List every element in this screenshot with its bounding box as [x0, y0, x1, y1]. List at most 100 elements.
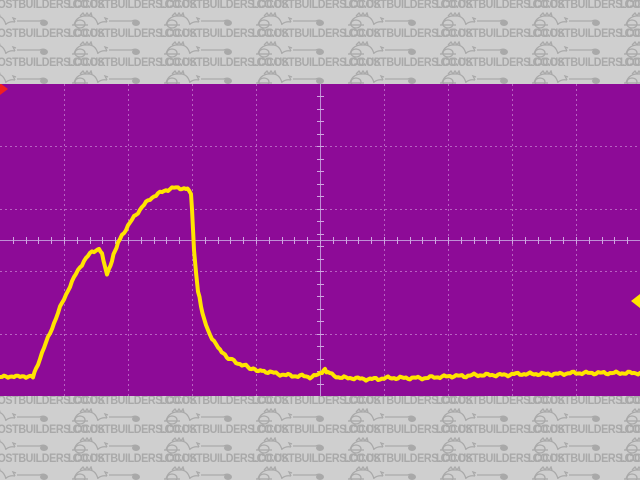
- watermark-tile: LOCOSTBUILDERS.CO.UK: [342, 0, 474, 29]
- watermark-tile: LOCOSTBUILDERS.CO.UK: [434, 396, 566, 425]
- watermark-text: LOCOSTBUILDERS.CO.UK: [252, 396, 382, 407]
- watermark-tile: LOCOSTBUILDERS.CO.UK: [342, 396, 474, 425]
- watermark-tile: LOCOSTBUILDERS.CO.UK: [434, 57, 566, 84]
- axis-tick-y: [317, 358, 324, 360]
- axis-tick-x: [204, 237, 206, 244]
- locost-car-icon: [348, 408, 416, 425]
- axis-tick-y: [317, 146, 324, 148]
- watermark-row: LOCOSTBUILDERS.CO.UKLOCOSTBUILDERS.CO.UK…: [0, 0, 640, 29]
- axis-tick-x: [550, 237, 552, 244]
- axis-tick-x: [281, 237, 283, 244]
- trigger-level-marker[interactable]: [631, 294, 640, 308]
- locost-car-icon: [0, 71, 48, 84]
- watermark-text: LOCOSTBUILDERS.CO.UK: [252, 424, 382, 436]
- axis-tick-y: [317, 208, 324, 210]
- axis-tick-y: [317, 246, 324, 248]
- watermark-row: LOCOSTBUILDERS.CO.UKLOCOSTBUILDERS.CO.UK…: [0, 28, 640, 58]
- axis-tick-y: [317, 271, 324, 273]
- watermark-tile: LOCOSTBUILDERS.CO.UK: [0, 396, 106, 425]
- axis-tick-y: [317, 133, 324, 135]
- watermark-text: LOCOSTBUILDERS.CO.UK: [436, 424, 566, 436]
- axis-tick-x: [358, 237, 360, 244]
- watermark-tile: LOCOSTBUILDERS.CO.UK: [526, 453, 640, 480]
- axis-tick-x: [153, 237, 155, 244]
- watermark-text: LOCOSTBUILDERS.CO.UK: [528, 424, 640, 436]
- locost-car-icon: [256, 437, 324, 454]
- locost-car-icon: [624, 408, 640, 425]
- locost-car-icon: [440, 70, 508, 84]
- watermark-tile: LOCOSTBUILDERS.CO.UK: [618, 453, 640, 480]
- waveform-trace: [0, 185, 640, 383]
- watermark-tile: LOCOSTBUILDERS.CO.UK: [526, 57, 640, 84]
- axis-tick-x: [486, 237, 488, 244]
- axis-tick-x: [64, 237, 65, 244]
- watermark-text: LOCOSTBUILDERS.CO.UK: [436, 453, 566, 465]
- locost-car-icon: [164, 466, 232, 480]
- locost-car-icon: [256, 408, 324, 425]
- axis-tick-x: [499, 237, 501, 244]
- watermark-tile: LOCOSTBUILDERS.CO.UK: [250, 0, 382, 29]
- axis-tick-x: [460, 237, 462, 244]
- watermark-text: LOCOSTBUILDERS.CO.UK: [68, 396, 198, 407]
- channel-ground-marker[interactable]: [0, 84, 8, 95]
- watermark-tile: LOCOSTBUILDERS.CO.UK: [250, 453, 382, 480]
- watermark-tile: LOCOSTBUILDERS.CO.UK: [0, 28, 106, 58]
- axis-tick-x: [128, 237, 129, 244]
- axis-tick-x: [307, 237, 309, 244]
- axis-tick-y: [317, 121, 324, 123]
- axis-tick-y: [317, 308, 324, 310]
- axis-tick-x: [473, 237, 475, 244]
- watermark-tile: LOCOSTBUILDERS.CO.UK: [250, 396, 382, 425]
- watermark-text: LOCOSTBUILDERS.CO.UK: [160, 396, 290, 407]
- watermark-text: LOCOSTBUILDERS.CO.UK: [252, 453, 382, 465]
- watermark-tile: LOCOSTBUILDERS.CO.UK: [158, 28, 290, 58]
- locost-car-icon: [72, 437, 140, 454]
- watermark-text: LOCOSTBUILDERS.CO.UK: [0, 453, 106, 465]
- watermark-text: LOCOSTBUILDERS.CO.UK: [0, 28, 106, 40]
- axis-tick-x: [25, 237, 27, 244]
- watermark-tile: LOCOSTBUILDERS.CO.UK: [342, 57, 474, 84]
- axis-tick-x: [422, 237, 424, 244]
- axis-tick-x: [614, 237, 616, 244]
- locost-car-icon: [348, 466, 416, 480]
- watermark-tile: LOCOSTBUILDERS.CO.UK: [0, 453, 106, 480]
- watermark-tile: LOCOSTBUILDERS.CO.UK: [158, 0, 290, 29]
- oscilloscope-screen: [0, 84, 640, 396]
- watermark-tile: LOCOSTBUILDERS.CO.UK: [434, 28, 566, 58]
- axis-tick-x: [627, 237, 629, 244]
- watermark-text: LOCOSTBUILDERS.CO.UK: [0, 396, 106, 407]
- locost-car-icon: [348, 437, 416, 454]
- axis-tick-y: [317, 158, 324, 160]
- watermark-text: LOCOSTBUILDERS.CO.UK: [344, 28, 474, 40]
- watermark-text: LOCOSTBUILDERS.CO.UK: [620, 57, 640, 69]
- axis-tick-x: [38, 237, 40, 244]
- watermark-text: LOCOSTBUILDERS.CO.UK: [68, 424, 198, 436]
- watermark-text: LOCOSTBUILDERS.CO.UK: [436, 28, 566, 40]
- watermark-tile: LOCOSTBUILDERS.CO.UK: [618, 396, 640, 425]
- locost-car-icon: [348, 12, 416, 29]
- axis-tick-y: [317, 346, 324, 348]
- watermark-text: LOCOSTBUILDERS.CO.UK: [0, 57, 106, 69]
- watermark-text: LOCOSTBUILDERS.CO.UK: [252, 57, 382, 69]
- axis-tick-x: [588, 237, 590, 244]
- watermark-text: LOCOSTBUILDERS.CO.UK: [620, 28, 640, 40]
- watermark-tile: LOCOSTBUILDERS.CO.UK: [434, 424, 566, 454]
- axis-tick-x: [179, 237, 181, 244]
- axis-tick-x: [409, 237, 411, 244]
- watermark-text: LOCOSTBUILDERS.CO.UK: [528, 57, 640, 69]
- watermark-text: LOCOSTBUILDERS.CO.UK: [436, 396, 566, 407]
- watermark-tile: LOCOSTBUILDERS.CO.UK: [0, 0, 106, 29]
- watermark-tile: LOCOSTBUILDERS.CO.UK: [618, 424, 640, 454]
- watermark-tile: LOCOSTBUILDERS.CO.UK: [66, 28, 198, 58]
- locost-car-icon: [532, 466, 600, 480]
- watermark-text: LOCOSTBUILDERS.CO.UK: [160, 424, 290, 436]
- locost-car-icon: [164, 12, 232, 29]
- locost-car-icon: [624, 12, 640, 29]
- locost-car-icon: [72, 41, 140, 58]
- locost-car-icon: [0, 13, 48, 26]
- watermark-text: LOCOSTBUILDERS.CO.UK: [528, 453, 640, 465]
- watermark-tile: LOCOSTBUILDERS.CO.UK: [158, 57, 290, 84]
- axis-tick-x: [448, 237, 449, 244]
- axis-tick-x: [320, 237, 321, 244]
